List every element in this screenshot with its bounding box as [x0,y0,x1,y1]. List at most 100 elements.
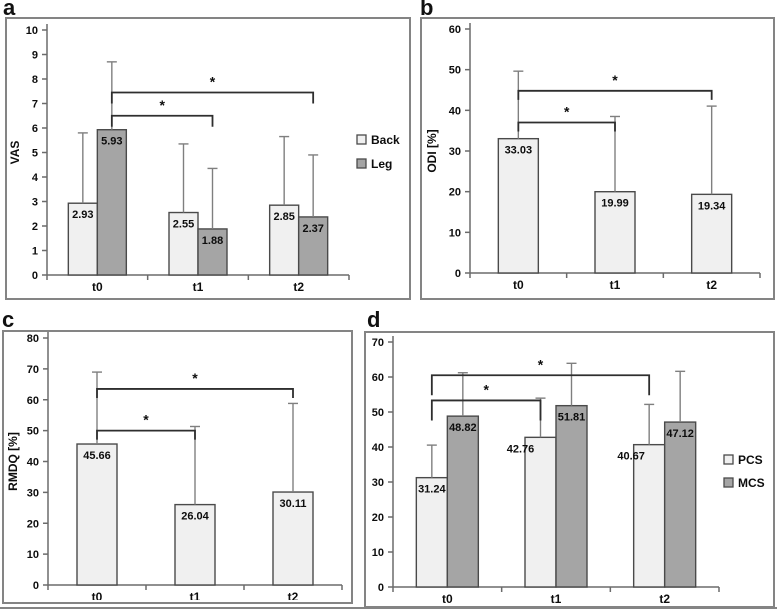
y-tick-label: 40 [372,442,384,454]
y-axis-title: VAS [8,141,22,165]
bar-value-label: 5.93 [101,136,122,148]
y-tick-label: 9 [32,50,38,62]
bar-PCS-t2 [632,443,666,588]
bar-value-label: 31.24 [418,484,446,496]
bar-value-label: 19.99 [601,198,629,210]
bar-value-label: 1.88 [202,235,223,247]
panel-label-d: d [367,307,381,332]
panel-label-c: c [2,307,15,332]
bar-value-label: 42.76 [507,443,535,455]
significance-bracket [110,114,214,127]
bar-RMDQ-t1 [174,503,216,586]
y-tick-label: 10 [26,25,38,37]
chart-svg-c: 0 10 20 30 40 50 60 70 80 t0 t1 t2 RMDQ [%] 45.66 26.0… [6,332,343,600]
bar-value-label: 2.85 [273,211,294,223]
legend-label-PCS: PCS [738,453,763,467]
legend-swatch-MCS [723,477,734,488]
significance-star: * [538,356,544,372]
bar-Back-t0 [67,202,99,276]
significance-star: * [564,104,570,120]
x-tick-label: t2 [293,280,304,294]
y-tick-label: 50 [27,426,39,438]
y-tick-label: 8 [32,74,38,86]
significance-bracket [96,429,196,440]
legend-label-Leg: Leg [371,157,392,171]
x-tick-label: t2 [659,592,670,604]
bar-Leg-t1 [197,228,228,276]
panel-a: 0 1 2 3 4 5 6 7 8 9 10 t0 t1 t2 VAS 2.93 2.55 2.85 5.93 1.8… [5,17,411,300]
bar-MCS-t2 [663,421,697,588]
bar-MCS-t1 [555,404,588,588]
panel-c: 0 10 20 30 40 50 60 70 80 t0 t1 t2 RMDQ [%] 45.66 26.0… [2,330,353,604]
y-tick-label: 50 [372,407,384,419]
bar-value-label: 45.66 [83,450,111,462]
y-tick-label: 50 [449,65,461,77]
panel-label-a: a [3,0,16,20]
x-tick-label: t2 [706,278,717,292]
y-tick-label: 10 [372,547,384,559]
bar-MCS-t0 [446,415,480,588]
x-tick-label: t2 [288,590,299,600]
bar-value-label: 19.34 [698,200,726,212]
x-tick-label: t1 [190,590,201,600]
significance-star: * [159,97,165,113]
y-tick-label: 30 [27,487,39,499]
y-tick-label: 20 [449,187,461,199]
y-tick-label: 40 [27,457,39,469]
significance-star: * [143,412,149,428]
x-tick-label: t1 [551,592,562,604]
significance-star: * [612,72,618,88]
bar-RMDQ-t0 [76,443,118,586]
significance-bracket [430,374,651,396]
x-tick-label: t0 [442,592,453,604]
bar-Leg-t2 [297,216,329,276]
y-tick-label: 60 [27,395,39,407]
y-tick-label: 4 [32,172,39,184]
significance-star: * [483,381,489,397]
y-tick-label: 5 [32,148,38,160]
legend-label-Back: Back [371,133,400,147]
x-tick-label: t0 [92,590,103,600]
y-axis-title: ODI [%] [425,129,439,172]
significance-star: * [210,73,216,89]
y-tick-label: 10 [27,549,39,561]
bar-ODI-t0 [497,137,540,274]
bar-value-label: 2.55 [173,219,194,231]
bar-PCS-t1 [524,436,557,588]
significance-bracket [517,89,713,100]
figure-bottom-border [0,607,777,609]
bar-value-label: 51.81 [558,412,586,424]
chart-svg-a: 0 1 2 3 4 5 6 7 8 9 10 t0 t1 t2 VAS 2.93 2.55 2.85 5.93 1.8… [8,24,400,294]
bar-value-label: 2.37 [302,223,323,235]
y-tick-label: 1 [32,246,38,258]
bar-value-label: 40.67 [617,451,645,463]
bar-value-label: 30.11 [280,498,307,510]
panel-d: 0 10 20 30 40 50 60 70 t0 t1 t2 31.24 42.76 40.67 48.8… [364,331,775,608]
significance-star: * [192,370,198,386]
y-tick-label: 70 [372,337,384,349]
y-tick-label: 6 [32,123,38,135]
y-tick-label: 7 [32,99,38,111]
significance-bracket [110,91,315,104]
y-tick-label: 30 [449,146,461,158]
y-tick-label: 40 [449,105,461,117]
y-tick-label: 60 [449,24,461,36]
y-tick-label: 0 [455,268,461,280]
y-tick-label: 20 [27,518,39,530]
y-tick-label: 0 [32,270,38,282]
y-axis-title: RMDQ [%] [6,432,20,491]
y-tick-label: 0 [378,582,384,594]
x-tick-label: t1 [193,280,204,294]
bar-value-label: 2.93 [72,209,93,221]
y-tick-label: 80 [27,333,39,345]
y-tick-label: 60 [372,372,384,384]
panel-b: 0 10 20 30 40 50 60 t0 t1 t2 ODI [%] 33.03 19.99 19.3… [420,17,775,300]
bar-Leg-t0 [96,129,128,276]
bar-value-label: 47.12 [666,428,694,440]
y-tick-label: 20 [372,512,384,524]
chart-svg-d: 0 10 20 30 40 50 60 70 t0 t1 t2 31.24 42.76 40.67 48.8… [372,336,765,604]
x-tick-label: t1 [610,278,621,292]
chart-svg-b: 0 10 20 30 40 50 60 t0 t1 t2 ODI [%] 33.03 19.99 19.3… [425,23,761,292]
legend-swatch-Back [356,134,367,145]
